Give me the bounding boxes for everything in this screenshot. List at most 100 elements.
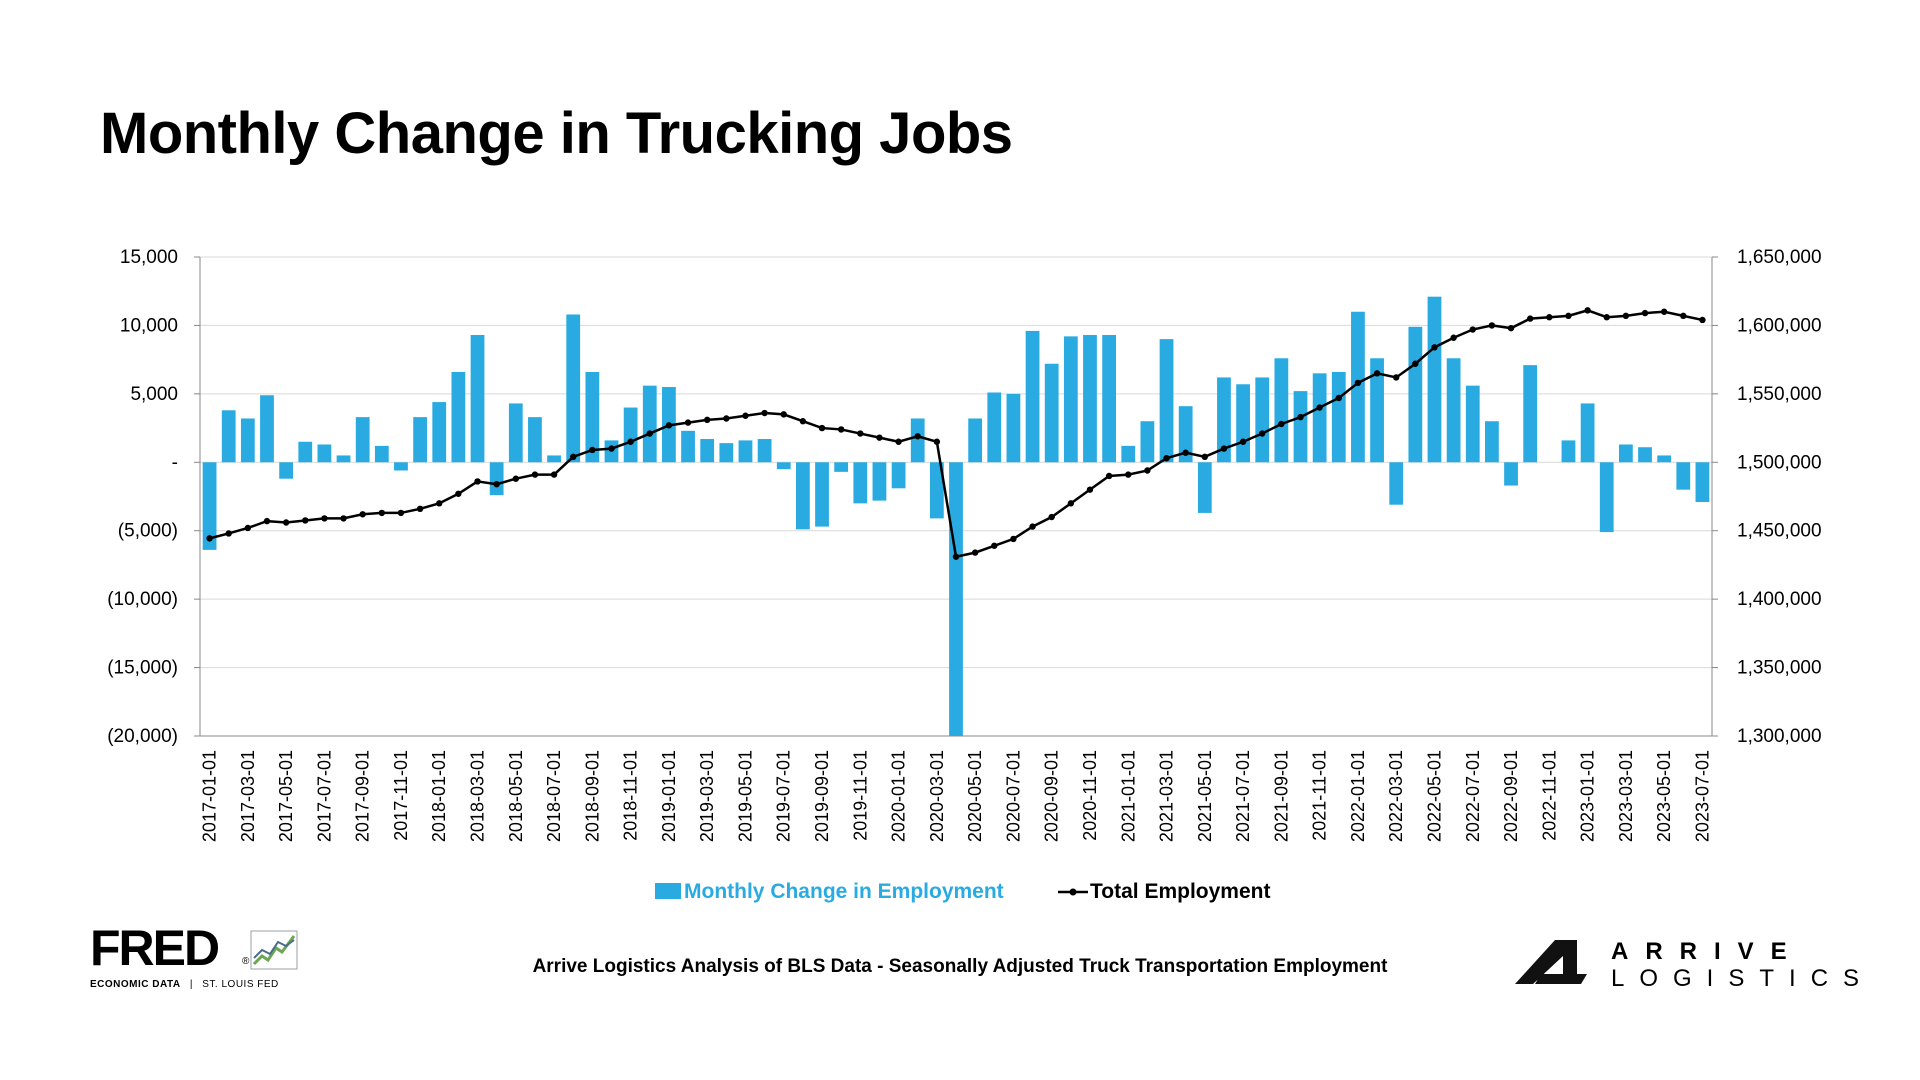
right-y-tick-label: 1,300,000 bbox=[1737, 726, 1822, 747]
x-tick-label: 2019-03-01 bbox=[697, 750, 717, 842]
line-point bbox=[1125, 471, 1132, 478]
bar bbox=[1140, 421, 1155, 463]
line-point bbox=[474, 478, 481, 485]
x-tick-label: 2022-01-01 bbox=[1348, 750, 1368, 842]
x-tick-label: 2023-01-01 bbox=[1578, 750, 1598, 842]
bar bbox=[1676, 462, 1691, 490]
x-tick-label: 2023-07-01 bbox=[1692, 750, 1712, 842]
fred-subtitle: ECONOMIC DATA | ST. LOUIS FED bbox=[90, 979, 279, 990]
right-y-axis-labels: 1,650,000 1,600,000 1,550,000 1,500,000 1,45… bbox=[1737, 247, 1822, 747]
left-y-tick-label: (20,000) bbox=[107, 726, 178, 747]
x-tick-label: 2021-07-01 bbox=[1233, 750, 1253, 842]
line-point bbox=[1660, 308, 1668, 315]
bar bbox=[949, 462, 963, 736]
bar bbox=[910, 418, 925, 463]
bar bbox=[1293, 391, 1308, 463]
bar bbox=[1006, 393, 1021, 463]
x-tick-label: 2020-03-01 bbox=[927, 750, 947, 842]
right-y-tick-label: 1,650,000 bbox=[1737, 247, 1822, 268]
left-y-tick-label: 15,000 bbox=[120, 247, 178, 268]
bar bbox=[891, 462, 906, 489]
x-tick-label: 2017-07-01 bbox=[314, 750, 334, 842]
line-point bbox=[971, 549, 979, 556]
line-point bbox=[1603, 314, 1610, 321]
arrive-logistics-logo: ARRIVE LOGISTICS bbox=[1515, 938, 1875, 998]
line-point bbox=[455, 490, 462, 497]
bar bbox=[1197, 462, 1212, 513]
line-point bbox=[1201, 453, 1209, 461]
bar bbox=[489, 462, 504, 496]
fred-subtitle-rest: ST. LOUIS FED bbox=[202, 979, 279, 990]
x-tick-label: 2017-03-01 bbox=[238, 750, 258, 842]
legend-line-marker bbox=[1069, 888, 1077, 896]
x-tick-label: 2019-09-01 bbox=[812, 750, 832, 842]
bar bbox=[374, 445, 389, 463]
bar bbox=[1561, 440, 1576, 463]
bar bbox=[240, 418, 255, 463]
left-y-tick-label: (10,000) bbox=[107, 589, 178, 610]
fred-subtitle-separator: | bbox=[189, 979, 193, 990]
line-point bbox=[991, 542, 998, 549]
line-point bbox=[321, 515, 328, 522]
line-point bbox=[1622, 312, 1630, 320]
legend-bar-swatch bbox=[655, 883, 681, 899]
bar bbox=[1695, 462, 1710, 502]
bar bbox=[585, 371, 600, 463]
bar bbox=[1178, 406, 1193, 463]
line-point bbox=[1297, 413, 1304, 421]
line-point bbox=[665, 422, 673, 429]
bar bbox=[432, 402, 447, 463]
line-point bbox=[263, 517, 271, 525]
bar bbox=[1465, 385, 1480, 463]
bar bbox=[1580, 403, 1595, 463]
line-point bbox=[1469, 326, 1476, 333]
line-point bbox=[1048, 513, 1055, 521]
line-point bbox=[225, 530, 232, 537]
total-employment-line bbox=[206, 307, 1706, 560]
bar bbox=[1618, 444, 1633, 463]
legend: Monthly Change in Employment Total Employ… bbox=[655, 880, 1270, 903]
line-point bbox=[1641, 309, 1649, 317]
bar bbox=[336, 455, 351, 463]
bar bbox=[221, 410, 236, 463]
line-point bbox=[933, 438, 941, 445]
arrive-wordmark: ARRIVE bbox=[1611, 938, 1804, 965]
bar bbox=[1063, 336, 1078, 463]
x-tick-label: 2017-05-01 bbox=[276, 750, 296, 842]
line-point bbox=[1584, 307, 1591, 314]
bar bbox=[968, 418, 983, 463]
bar bbox=[1083, 335, 1097, 463]
legend-label-monthly-change: Monthly Change in Employment bbox=[684, 880, 1004, 903]
bar bbox=[1446, 358, 1461, 463]
bar bbox=[1370, 358, 1384, 463]
bar bbox=[1657, 455, 1672, 463]
x-tick-label: 2021-11-01 bbox=[1310, 750, 1330, 841]
bar bbox=[1102, 335, 1117, 463]
left-y-tick-label: - bbox=[172, 452, 178, 473]
bar bbox=[1389, 462, 1404, 505]
line-point bbox=[1239, 438, 1247, 445]
left-y-tick-label: (5,000) bbox=[118, 521, 178, 542]
x-tick-label: 2017-09-01 bbox=[353, 750, 373, 842]
bar bbox=[834, 462, 849, 472]
x-tick-label: 2022-03-01 bbox=[1386, 750, 1406, 842]
x-tick-label: 2021-05-01 bbox=[1195, 750, 1215, 842]
right-y-tick-label: 1,500,000 bbox=[1737, 452, 1822, 473]
x-tick-label: 2019-11-01 bbox=[850, 750, 870, 841]
line-point bbox=[206, 535, 213, 542]
line-point bbox=[742, 412, 749, 419]
line-point bbox=[761, 409, 768, 417]
line-point bbox=[818, 424, 826, 432]
bar bbox=[1504, 462, 1518, 486]
bar bbox=[642, 385, 657, 463]
line-point bbox=[1373, 370, 1381, 377]
arrive-a-mark-icon bbox=[1515, 940, 1587, 984]
line-point bbox=[1163, 454, 1170, 462]
bar bbox=[1331, 371, 1346, 463]
bar bbox=[929, 462, 944, 519]
x-tick-label: 2022-05-01 bbox=[1424, 750, 1444, 842]
bar bbox=[470, 335, 485, 463]
bar bbox=[1121, 445, 1136, 463]
bar bbox=[566, 314, 581, 463]
x-tick-label: 2021-09-01 bbox=[1271, 750, 1291, 842]
